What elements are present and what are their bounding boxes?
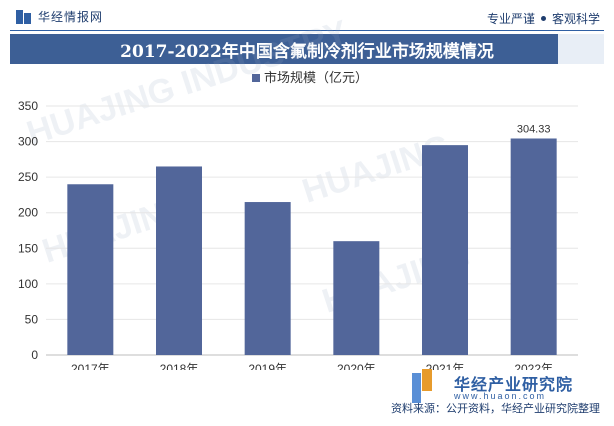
legend-swatch bbox=[252, 74, 260, 82]
bar bbox=[244, 202, 291, 355]
footer-logo-icon bbox=[412, 369, 434, 403]
bar bbox=[510, 138, 557, 355]
y-tick-label: 100 bbox=[18, 277, 38, 291]
bar-chart: 0 50 100 150 200 250 300 350 2017年 2018年 2019年 2020… bbox=[18, 70, 578, 370]
x-tick-label: 2020年 bbox=[337, 362, 376, 370]
chart-title: 2017-2022年中国含氟制冷剂行业市场规模情况 bbox=[120, 41, 494, 62]
x-tick-label: 2019年 bbox=[248, 362, 287, 370]
x-tick-label: 2022年 bbox=[514, 362, 553, 370]
x-tick-label: 2021年 bbox=[426, 362, 465, 370]
y-tick-label: 50 bbox=[25, 312, 39, 326]
title-band: 2017-2022年中国含氟制冷剂行业市场规模情况 bbox=[10, 34, 604, 64]
bar bbox=[156, 166, 202, 355]
y-tick-label: 150 bbox=[18, 241, 38, 255]
x-tick-label: 2018年 bbox=[160, 362, 199, 370]
y-tick-label: 0 bbox=[31, 348, 38, 362]
top-divider bbox=[10, 30, 604, 31]
top-bar: 华经情报网 专业严谨 客观科学 bbox=[0, 0, 614, 34]
legend-label: 市场规模（亿元） bbox=[264, 70, 368, 85]
data-label: 304.33 bbox=[517, 123, 551, 135]
footer-url: www.huaon.com bbox=[454, 391, 547, 401]
bar bbox=[333, 241, 380, 355]
y-tick-label: 200 bbox=[18, 206, 38, 220]
y-tick-label: 300 bbox=[18, 135, 38, 149]
bar bbox=[422, 145, 468, 355]
brand-logo-icon bbox=[16, 9, 32, 24]
brand: 华经情报网 bbox=[16, 8, 103, 25]
x-tick-label: 2017年 bbox=[71, 362, 110, 370]
bar bbox=[67, 184, 114, 355]
header-tags: 专业严谨 客观科学 bbox=[487, 10, 600, 27]
tag-2: 客观科学 bbox=[551, 12, 600, 26]
y-tick-label: 250 bbox=[18, 170, 38, 184]
bullet-icon bbox=[540, 16, 546, 21]
source-note: 资料来源：公开资料，华经产业研究院整理 bbox=[391, 403, 600, 415]
tag-1: 专业严谨 bbox=[486, 12, 535, 26]
y-tick-label: 350 bbox=[18, 99, 38, 113]
footer-brand: 华经产业研究院 bbox=[454, 377, 574, 394]
brand-name: 华经情报网 bbox=[38, 10, 104, 24]
